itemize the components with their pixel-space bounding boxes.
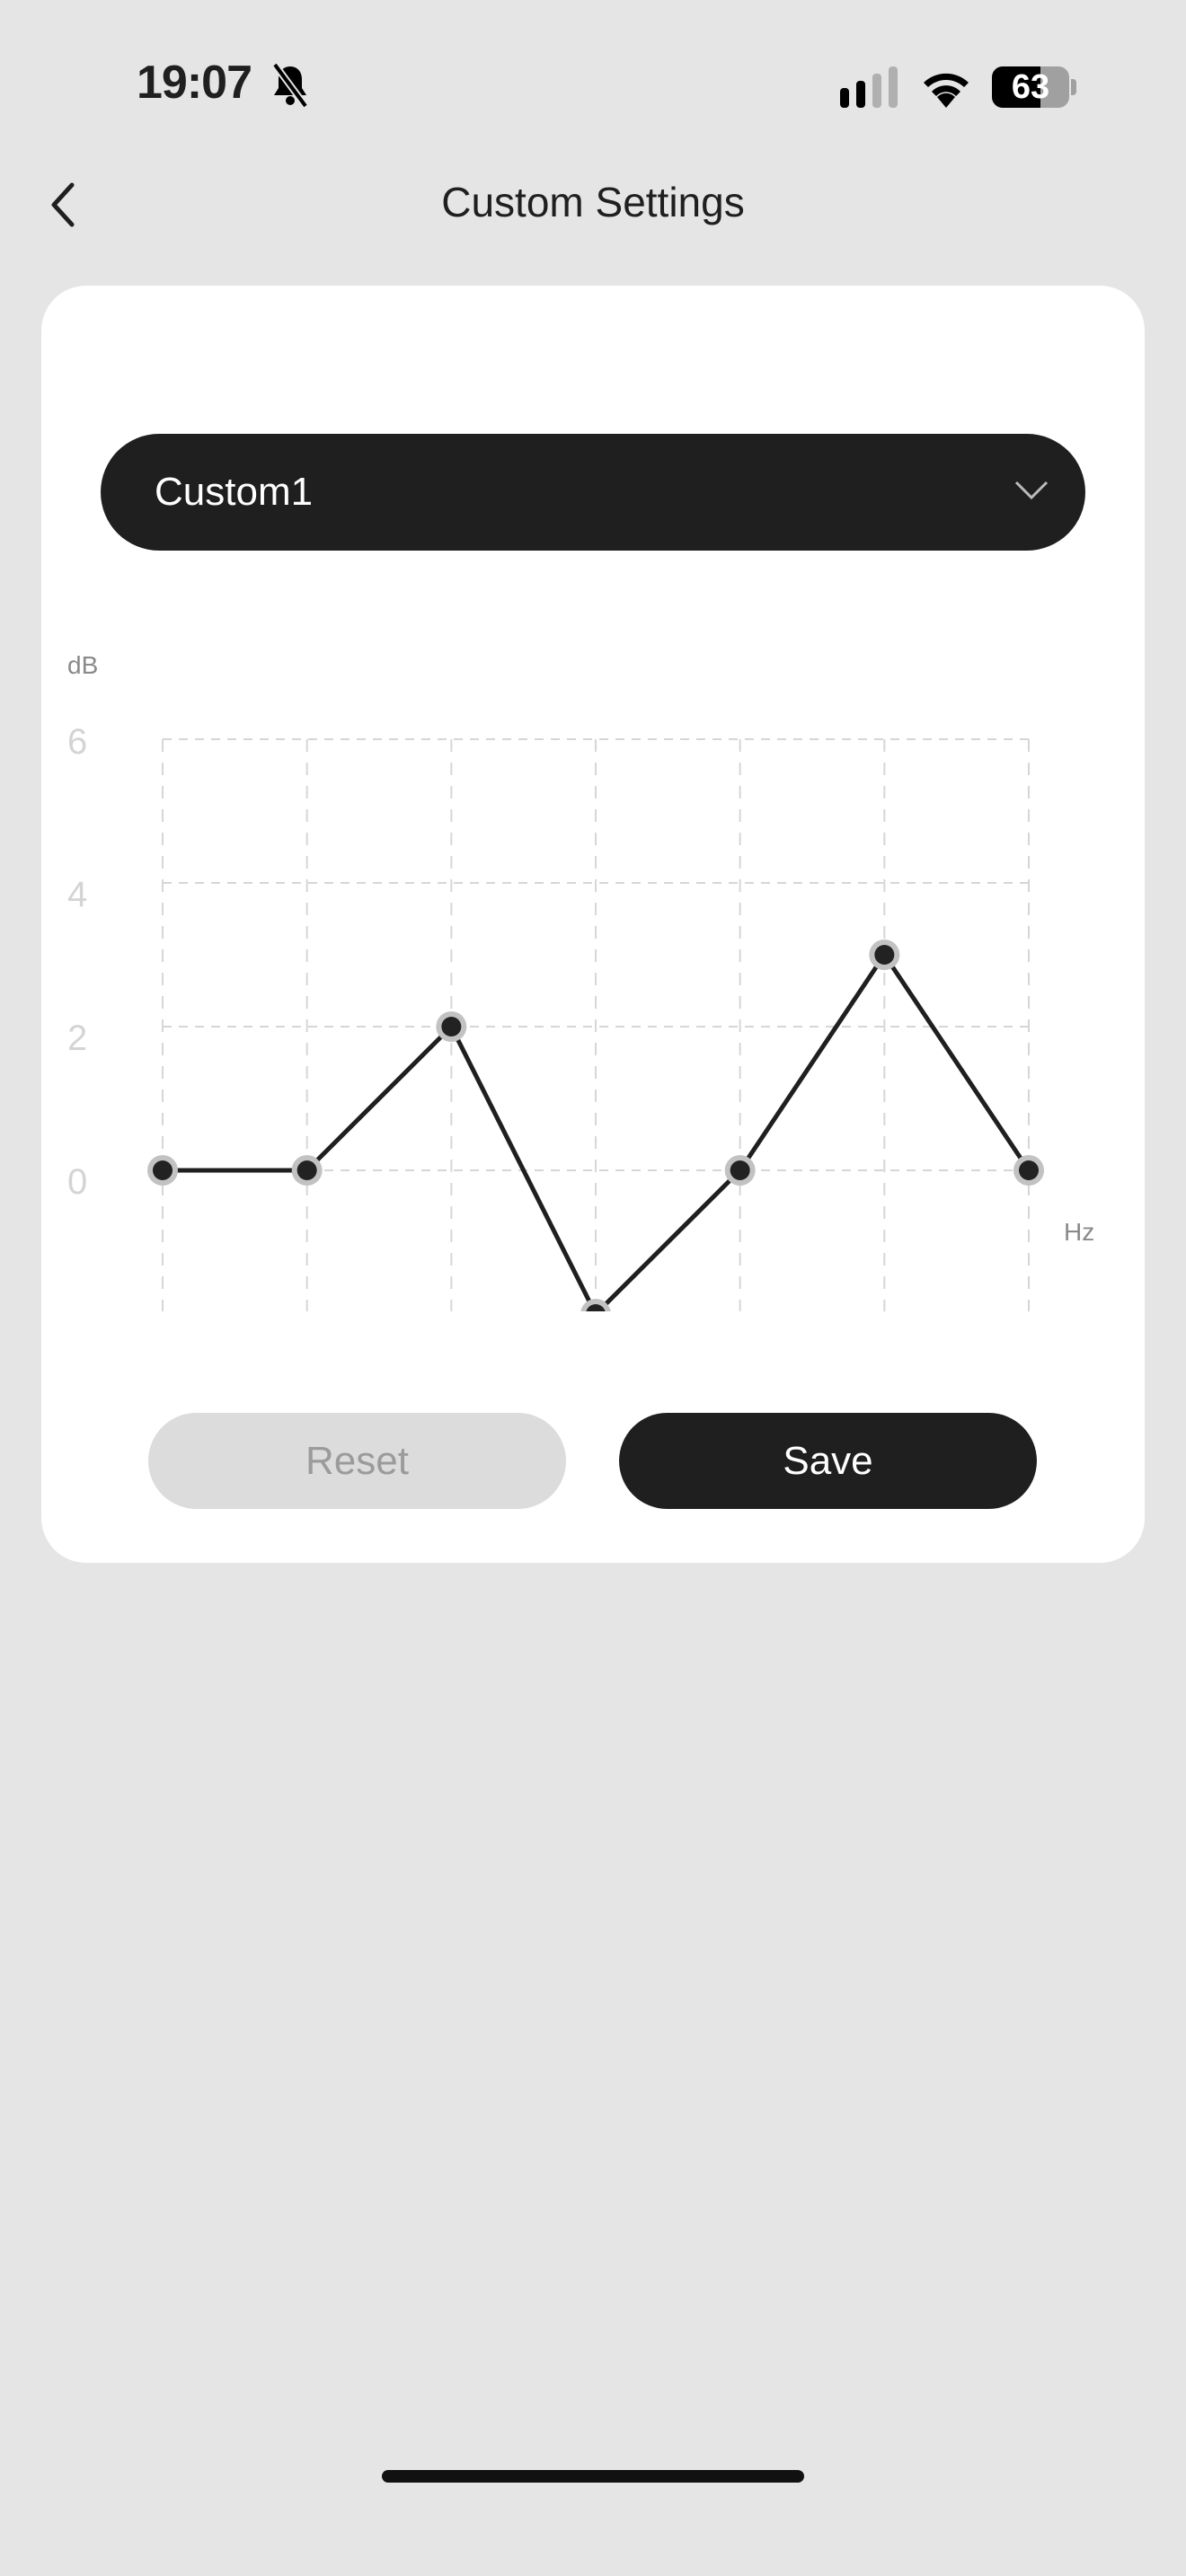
preset-selected: Custom1: [155, 470, 314, 514]
chevron-down-icon: [1014, 481, 1049, 500]
battery-icon: 63: [992, 66, 1069, 108]
eq-band-handle-3K[interactable]: [724, 1155, 756, 1186]
handle-dot: [153, 1160, 173, 1180]
eq-band-handle-60[interactable]: [147, 1155, 178, 1186]
y-tick-label: 2: [67, 1019, 87, 1058]
y-axis-label: dB: [67, 651, 98, 679]
chevron-left-icon[interactable]: [45, 178, 90, 232]
eq-band-handle-1K[interactable]: [580, 1299, 611, 1311]
handle-dot: [1019, 1160, 1039, 1180]
eq-band-handle-7K[interactable]: [869, 940, 900, 970]
battery-level: 63: [1011, 68, 1050, 106]
eq-band-handle-15K[interactable]: [1013, 1155, 1044, 1186]
y-tick-label: -2: [67, 1306, 100, 1311]
handle-dot: [441, 1017, 462, 1037]
handle-dot: [296, 1160, 317, 1180]
bell-slash-icon: [271, 63, 309, 108]
cellular-signal-icon: [840, 66, 898, 108]
preset-dropdown[interactable]: Custom1: [101, 434, 1085, 551]
save-button[interactable]: Save: [619, 1413, 1037, 1509]
page-title: Custom Settings: [441, 179, 745, 225]
x-axis-label: Hz: [1064, 1218, 1094, 1246]
eq-band-handle-150[interactable]: [291, 1155, 323, 1186]
battery-tip: [1071, 79, 1076, 95]
wifi-icon: [924, 73, 969, 108]
handle-dot: [730, 1160, 750, 1180]
status-time: 19:07: [137, 57, 252, 109]
reset-button[interactable]: Reset: [148, 1413, 566, 1509]
handle-dot: [874, 945, 895, 965]
y-tick-label: 4: [67, 875, 87, 914]
y-tick-label: 6: [67, 722, 87, 762]
handle-dot: [586, 1304, 606, 1311]
eq-band-handle-400[interactable]: [436, 1011, 467, 1042]
y-tick-label: 0: [67, 1162, 87, 1202]
home-indicator[interactable]: [382, 2470, 804, 2483]
